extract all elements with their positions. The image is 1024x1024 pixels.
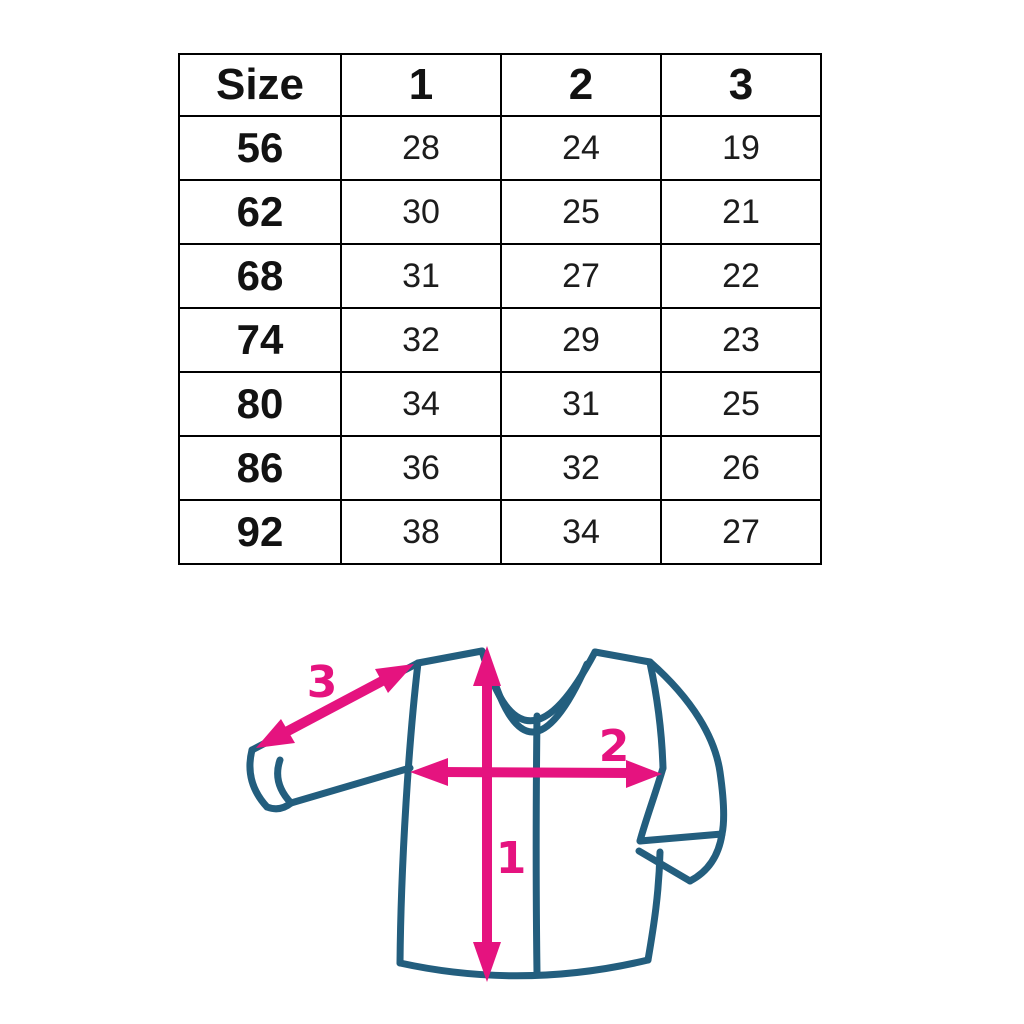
header-measure-3: 3: [660, 53, 822, 117]
measurement-cell: 34: [340, 371, 502, 437]
measurement-cell: 32: [340, 307, 502, 373]
header-row: Size 1 2 3: [178, 53, 822, 117]
measure-arrow-length: 1: [473, 646, 526, 982]
shirt-measurement-diagram: 1 2 3: [246, 646, 728, 982]
table-row: 86 36 32 26: [178, 435, 822, 501]
shirt-bottom-hem: [396, 956, 652, 980]
table-row: 62 30 25 21: [178, 179, 822, 245]
header-measure-2: 2: [500, 53, 662, 117]
measure-arrow-chest: 2: [410, 721, 662, 788]
arrow-2-head-left: [410, 758, 448, 786]
shirt-left-shoulder-line: [414, 647, 486, 667]
measurement-cell: 26: [660, 435, 822, 501]
shirt-right-sleeve-outer-edge: [646, 658, 728, 838]
measure-label-3: 3: [307, 657, 338, 708]
table-row: 80 34 31 25: [178, 371, 822, 437]
size-cell: 56: [178, 115, 342, 181]
size-cell: 62: [178, 179, 342, 245]
shirt-left-cuff-band-line: [274, 756, 295, 807]
size-cell: 92: [178, 499, 342, 565]
measurement-cell: 27: [500, 243, 662, 309]
table-row: 92 38 34 27: [178, 499, 822, 565]
measurement-cell: 23: [660, 307, 822, 373]
shirt-right-cuff-band-line: [636, 830, 726, 845]
size-cell: 86: [178, 435, 342, 501]
measurement-cell: 24: [500, 115, 662, 181]
shirt-left-cuff-outer-arc: [246, 746, 271, 811]
arrow-1-head-up: [473, 646, 501, 686]
measurement-cell: 25: [500, 179, 662, 245]
header-measure-1: 1: [340, 53, 502, 117]
shirt-center-front-line: [532, 712, 541, 977]
measurement-cell: 32: [500, 435, 662, 501]
arrow-3-shaft: [283, 675, 387, 737]
shirt-left-cuff-bottom-arc: [263, 799, 295, 813]
measurement-cell: 38: [340, 499, 502, 565]
shirt-right-sleeve-inner-edge: [636, 764, 667, 845]
measurement-cell: 19: [660, 115, 822, 181]
measurement-cell: 28: [340, 115, 502, 181]
shirt-right-shoulder-line: [591, 648, 654, 666]
shirt-body-right-edge: [644, 848, 664, 964]
measurement-cell: 30: [340, 179, 502, 245]
shirt-right-cuff-outer-arc: [686, 830, 726, 885]
arrow-3-head-lower: [256, 719, 295, 748]
measurement-cell: 21: [660, 179, 822, 245]
size-cell: 80: [178, 371, 342, 437]
table-row: 74 32 29 23: [178, 307, 822, 373]
size-cell: 74: [178, 307, 342, 373]
header-size: Size: [178, 53, 342, 117]
size-cell: 68: [178, 243, 342, 309]
arrow-1-head-down: [473, 942, 501, 982]
measurement-cell: 22: [660, 243, 822, 309]
measurement-cell: 25: [660, 371, 822, 437]
measurement-cell: 31: [500, 371, 662, 437]
measurement-cell: 31: [340, 243, 502, 309]
measurement-cell: 34: [500, 499, 662, 565]
shirt-left-sleeve-underside: [287, 764, 414, 807]
measure-label-1: 1: [496, 833, 527, 884]
table-row: 56 28 24 19: [178, 115, 822, 181]
shirt-neck-inner-arc: [485, 660, 591, 736]
arrow-3-head-upper: [375, 664, 414, 693]
measure-label-2: 2: [599, 721, 630, 772]
arrow-2-shaft: [439, 767, 633, 778]
shirt-right-cuff-bottom-line: [635, 847, 694, 885]
shirt-right-armhole-seam: [646, 659, 667, 772]
measurement-cell: 27: [660, 499, 822, 565]
table-row: 68 31 27 22: [178, 243, 822, 309]
shirt-body-left-edge: [396, 659, 422, 967]
shirt-outline-drawing: [246, 647, 728, 980]
measure-arrow-sleeve: 3: [256, 657, 414, 748]
measurement-cell: 36: [340, 435, 502, 501]
arrow-2-head-right: [626, 760, 662, 788]
size-chart-table: Size 1 2 3 56 28 24 19 62 30 25 21 68 31…: [178, 53, 822, 565]
measurement-cell: 29: [500, 307, 662, 373]
